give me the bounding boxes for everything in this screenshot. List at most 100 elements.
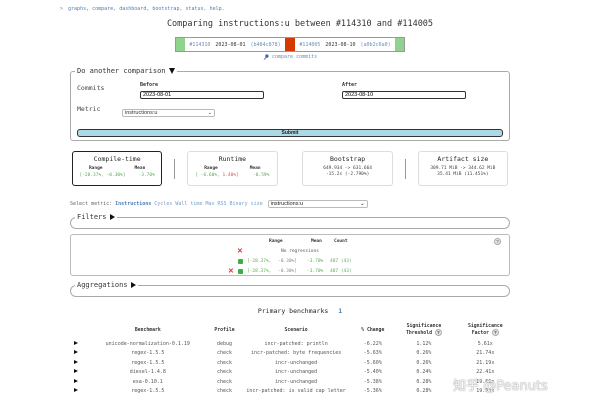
compile-time-card[interactable]: Compile-time Range Mean [-28.37%, -0.30%]… <box>72 151 163 186</box>
profile-cell: check <box>216 388 233 395</box>
metric-label: Metric <box>77 105 101 113</box>
benchmark-cell: exa-0.10.1 <box>132 378 163 385</box>
count-header: Count <box>334 239 348 244</box>
before-sha-link[interactable]: (b484c878) <box>250 41 281 48</box>
factor-header[interactable]: Significance Factor ? <box>455 321 516 339</box>
comparison-form-legend[interactable]: Do another comparison <box>75 67 177 75</box>
table-row[interactable]: exa-0.10.1 check incr-unchanged -5.38% 0… <box>66 377 516 387</box>
next-after-commit-button[interactable] <box>395 38 404 51</box>
change-cell: -5.36% <box>363 388 382 395</box>
factor-cell: 19.66x <box>476 378 495 385</box>
compare-commits-label: compare commits <box>272 54 318 60</box>
primary-benchmarks-label: Primary benchmarks <box>257 307 329 315</box>
scenario-cell: incr-patched: println <box>264 340 328 347</box>
threshold-cell: 0.28% <box>416 388 432 395</box>
threshold-cell: 1.12% <box>416 340 432 347</box>
swap-commits-button[interactable] <box>285 38 295 51</box>
range-header: Range <box>204 166 218 171</box>
metric-select-value: instructions:u <box>125 110 158 116</box>
expand-row-icon[interactable] <box>74 350 79 355</box>
primary-benchmarks-count: 1 <box>338 307 343 315</box>
card-title: Runtime <box>218 155 247 163</box>
expand-row-icon[interactable] <box>74 378 79 383</box>
help-icon[interactable]: ? <box>494 238 501 245</box>
table-row[interactable]: regex-1.5.5 check incr-patched: is valid… <box>66 387 516 397</box>
help-icon[interactable]: ? <box>491 329 499 336</box>
metric-option-cycles[interactable]: Cycles <box>154 201 173 207</box>
expand-row-icon[interactable] <box>74 369 79 374</box>
benchmark-header[interactable]: Benchmark <box>134 327 161 333</box>
factor-header-line2: Factor <box>471 331 490 336</box>
metric-option-max-rss[interactable]: Max RSS <box>205 201 227 207</box>
change-cell: -5.40% <box>363 369 382 376</box>
range-low: [-28.37%, <box>79 173 104 178</box>
compare-commits-link[interactable]: compare commits <box>263 54 317 60</box>
comparison-form: Do another comparison Commits Before Aft… <box>70 67 510 141</box>
mean-value: -3.70% <box>307 259 324 264</box>
change-cell: -5.63% <box>363 350 382 357</box>
threshold-cell: 0.26% <box>416 350 432 357</box>
benchmark-cell: unicode-normalization-0.1.19 <box>105 340 190 347</box>
before-commit: #114310 2023-08-01 (b484c878) <box>185 38 285 51</box>
metric-select[interactable]: instructions:u ⌄ <box>122 109 215 117</box>
threshold-cell: 0.28% <box>416 378 432 385</box>
metric-option-wall-time[interactable]: Wall time <box>175 201 203 207</box>
table-row[interactable]: regex-1.5.5 check incr-unchanged -5.60% … <box>66 358 516 368</box>
factor-cell: 19.03x <box>476 388 495 395</box>
range-header: Range <box>269 239 283 244</box>
scenario-cell: incr-unchanged <box>275 369 318 376</box>
expand-row-icon[interactable] <box>74 359 79 364</box>
benchmarks-table: Benchmark Profile Scenario % Change Sign… <box>66 321 516 396</box>
metric-option-binary-size[interactable]: Binary size <box>229 201 263 207</box>
table-row[interactable]: diesel-1.4.8 check incr-unchanged -5.40%… <box>66 368 516 378</box>
after-pr-link[interactable]: #114005 <box>299 41 321 48</box>
nav-link-help[interactable]: help. <box>209 6 225 12</box>
after-commit: #114005 2023-08-10 (a0b2c6a0) <box>295 38 395 51</box>
help-icon[interactable]: ? <box>434 329 442 336</box>
range-low: [-28.37%, <box>247 259 272 264</box>
table-row[interactable]: unicode-normalization-0.1.19 debug incr-… <box>66 339 516 349</box>
profile-header[interactable]: Profile <box>214 327 235 333</box>
key-icon <box>263 54 269 60</box>
nav-link-compare[interactable]: compare, <box>92 6 117 12</box>
before-pr-link[interactable]: #114310 <box>189 41 211 48</box>
artifact-size-card[interactable]: Artifact size 309.71 MiB -> 344.62 MiB 3… <box>417 151 509 186</box>
metric-option-instructions[interactable]: Instructions <box>115 201 152 207</box>
factor-cell: 22.41x <box>476 369 495 376</box>
nav-link-dashboard[interactable]: dashboard, <box>119 6 150 12</box>
filter-summary-table: ? Range Mean Count ✕ No regressions [-28… <box>70 234 510 276</box>
filters-toggle[interactable]: Filters <box>75 213 117 221</box>
divider <box>174 159 176 179</box>
runtime-card[interactable]: Runtime Range Mean [ -6.60%, 1.40%] -0.59… <box>187 151 278 186</box>
nav-link-status[interactable]: status, <box>185 6 207 12</box>
artifact-values: 309.71 MiB -> 344.62 MiB <box>430 166 496 171</box>
range-high: -0.30%] <box>106 173 126 178</box>
metric-dropdown-value: instructions:u <box>270 201 304 207</box>
range-header: Range <box>88 166 103 171</box>
after-date-input[interactable] <box>342 91 466 99</box>
after-sha-link[interactable]: (a0b2c6a0) <box>360 41 391 48</box>
threshold-header-line1: Significance <box>406 324 442 329</box>
profile-cell: check <box>216 369 233 376</box>
benchmark-cell: regex-1.5.5 <box>131 359 165 366</box>
nav-link-bootstrap[interactable]: bootstrap, <box>152 6 183 12</box>
expand-row-icon[interactable] <box>74 388 79 393</box>
table-row[interactable]: regex-1.5.5 check incr-patched: byte fre… <box>66 349 516 359</box>
x-icon: ✕ <box>237 248 243 255</box>
metric-dropdown[interactable]: instructions:u ⌄ <box>267 200 368 208</box>
threshold-header[interactable]: Significance Threshold ? <box>393 321 454 339</box>
nav-link-graphs[interactable]: graphs, <box>68 6 90 12</box>
range-high: -0.30%] <box>278 259 297 264</box>
bootstrap-card[interactable]: Bootstrap 649.934 -> 631.664 -15.2s (-2.… <box>302 151 393 186</box>
prev-before-commit-button[interactable] <box>176 38 185 51</box>
scenario-cell: incr-patched: byte frequencies <box>250 350 342 357</box>
aggregations-toggle[interactable]: Aggregations <box>75 281 138 289</box>
expand-row-icon[interactable] <box>74 340 79 345</box>
aggregations-label: Aggregations <box>77 281 128 289</box>
change-header[interactable]: % Change <box>361 327 385 333</box>
profile-cell: check <box>216 350 233 357</box>
submit-button[interactable]: Submit <box>77 129 503 137</box>
mean-header: Mean <box>249 166 261 171</box>
scenario-header[interactable]: Scenario <box>284 327 308 333</box>
before-date-input[interactable] <box>140 91 264 99</box>
